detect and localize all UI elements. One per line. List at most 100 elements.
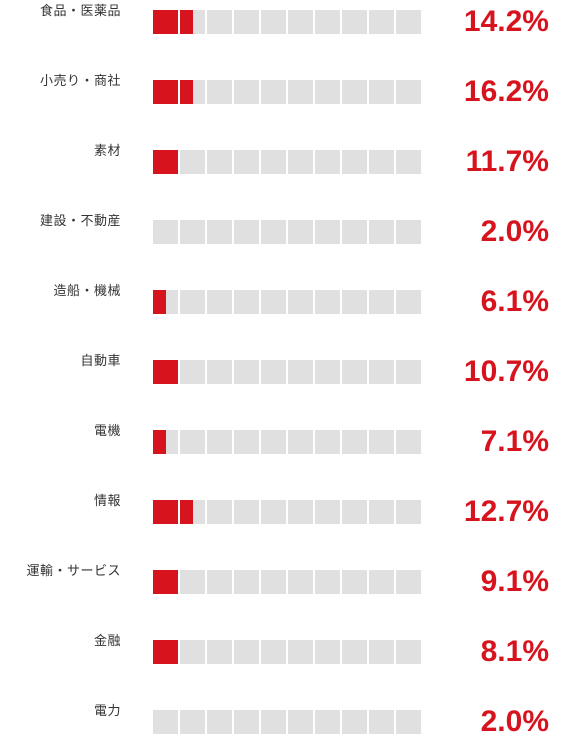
- cell-track: [153, 360, 423, 384]
- chart-row: 情報 12.7%: [0, 494, 581, 540]
- value-label: 7.1%: [480, 425, 549, 458]
- bar-cell: [153, 360, 178, 384]
- value-label: 6.1%: [480, 285, 549, 318]
- bar-cell: [288, 430, 313, 454]
- cell-track: [153, 290, 423, 314]
- value-label: 11.7%: [465, 145, 549, 178]
- bar-cell: [369, 710, 394, 734]
- bar-cell: [396, 500, 421, 524]
- bar-fill: [153, 500, 178, 524]
- bar-cell: [369, 640, 394, 664]
- chart-row: 運輸・サービス 9.1%: [0, 564, 581, 610]
- bar-fill: [153, 430, 166, 454]
- bar-cell: [234, 150, 259, 174]
- chart-row: 金融 8.1%: [0, 634, 581, 680]
- bar-cell: [396, 430, 421, 454]
- bar-cell: [369, 360, 394, 384]
- bar-cell: [288, 640, 313, 664]
- bar-cell: [342, 80, 367, 104]
- category-label: 食品・医薬品: [39, 4, 121, 19]
- bar-cell: [207, 710, 232, 734]
- value-label: 2.0%: [480, 215, 549, 248]
- bar-cell: [288, 220, 313, 244]
- bar-cell: [261, 290, 286, 314]
- bar-cell: [234, 570, 259, 594]
- bar-cell: [288, 10, 313, 34]
- bar-cell: [153, 640, 178, 664]
- bar-cell: [180, 220, 205, 244]
- bar-cell: [288, 80, 313, 104]
- bar-cell: [234, 290, 259, 314]
- bar-cell: [315, 220, 340, 244]
- bar-cell: [369, 500, 394, 524]
- bar-cell: [342, 640, 367, 664]
- chart-row: 自動車 10.7%: [0, 354, 581, 400]
- chart-row: 電機 7.1%: [0, 424, 581, 470]
- bar-cell: [207, 500, 232, 524]
- chart-row: 建設・不動産 2.0%: [0, 214, 581, 260]
- bar-cell: [342, 360, 367, 384]
- value-label: 16.2%: [463, 75, 549, 108]
- bar-cell: [207, 570, 232, 594]
- cell-track: [153, 640, 423, 664]
- bar-cell: [153, 290, 178, 314]
- cell-track: [153, 10, 423, 34]
- bar-cell: [180, 640, 205, 664]
- cell-track: [153, 430, 423, 454]
- category-label: 造船・機械: [53, 284, 121, 299]
- bar-cell: [369, 220, 394, 244]
- bar-cell: [180, 500, 205, 524]
- bar-cell: [180, 150, 205, 174]
- value-label: 10.7%: [463, 355, 549, 388]
- bar-cell: [153, 500, 178, 524]
- bar-cell: [288, 360, 313, 384]
- bar-cell: [369, 290, 394, 314]
- bar-cell: [342, 570, 367, 594]
- bar-cell: [234, 500, 259, 524]
- bar-cell: [369, 430, 394, 454]
- bar-cell: [261, 150, 286, 174]
- bar-cell: [180, 290, 205, 314]
- bar-cell: [207, 220, 232, 244]
- bar-cell: [153, 80, 178, 104]
- bar-cell: [396, 290, 421, 314]
- bar-cell: [207, 360, 232, 384]
- bar-cell: [153, 10, 178, 34]
- bar-cell: [315, 570, 340, 594]
- bar-cell: [315, 360, 340, 384]
- bar-cell: [396, 10, 421, 34]
- bar-cell: [234, 710, 259, 734]
- bar-cell: [261, 10, 286, 34]
- bar-cell: [369, 10, 394, 34]
- bar-cell: [315, 10, 340, 34]
- chart-row: 食品・医薬品 14.2%: [0, 4, 581, 50]
- bar-cell: [342, 500, 367, 524]
- value-label: 8.1%: [480, 635, 549, 668]
- bar-fill: [153, 570, 178, 594]
- cell-track: [153, 710, 423, 734]
- bar-cell: [261, 710, 286, 734]
- bar-fill: [153, 150, 178, 174]
- bar-cell: [207, 640, 232, 664]
- bar-cell: [342, 220, 367, 244]
- bar-cell: [396, 570, 421, 594]
- bar-fill: [180, 10, 193, 34]
- bar-cell: [342, 290, 367, 314]
- value-label: 14.2%: [463, 5, 549, 38]
- cell-track: [153, 220, 423, 244]
- bar-cell: [261, 220, 286, 244]
- bar-cell: [261, 360, 286, 384]
- bar-fill: [153, 10, 178, 34]
- bar-fill: [180, 80, 193, 104]
- category-label: 電力: [93, 704, 121, 719]
- chart-row: 造船・機械 6.1%: [0, 284, 581, 330]
- bar-cell: [369, 150, 394, 174]
- cell-track: [153, 150, 423, 174]
- value-label: 2.0%: [480, 705, 549, 738]
- bar-cell: [288, 570, 313, 594]
- bar-cell: [261, 80, 286, 104]
- value-label: 9.1%: [480, 565, 549, 598]
- bar-cell: [342, 150, 367, 174]
- bar-cell: [288, 500, 313, 524]
- bar-cell: [315, 710, 340, 734]
